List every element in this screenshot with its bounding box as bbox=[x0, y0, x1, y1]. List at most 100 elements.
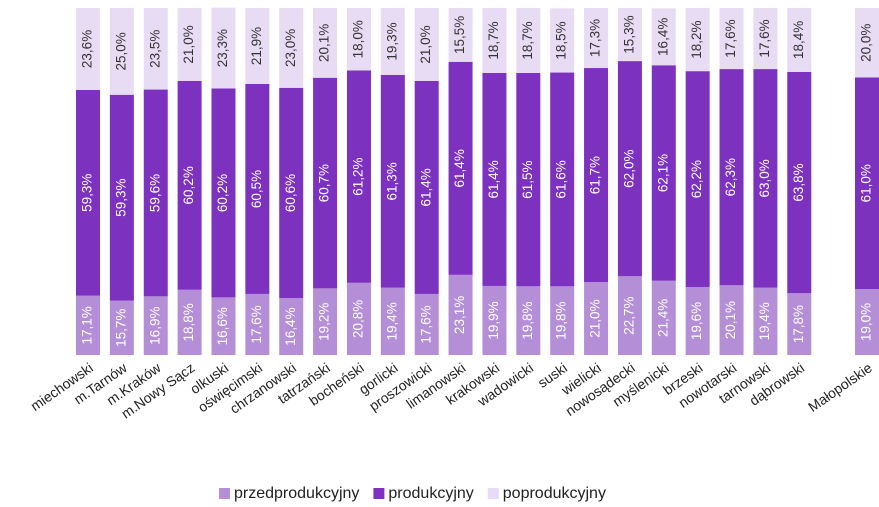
value-label: 15,3% bbox=[621, 15, 636, 53]
bar-segment bbox=[177, 289, 202, 355]
bar-segment bbox=[482, 72, 507, 286]
value-label: 18,7% bbox=[486, 21, 501, 59]
value-label: 18,8% bbox=[181, 303, 196, 341]
value-label: 19,8% bbox=[554, 302, 569, 340]
value-label: 61,4% bbox=[452, 149, 467, 187]
bar-segment bbox=[346, 70, 371, 283]
bar-segment bbox=[448, 61, 473, 275]
bar-segment bbox=[787, 71, 812, 294]
bar-segment bbox=[313, 77, 338, 289]
value-label: 16,9% bbox=[147, 307, 162, 345]
value-label: 61,3% bbox=[384, 162, 399, 200]
bar-segment bbox=[685, 8, 710, 72]
value-label: 18,4% bbox=[791, 21, 806, 59]
value-label: 61,6% bbox=[554, 160, 569, 198]
bar-segment bbox=[414, 8, 439, 81]
value-label: 21,0% bbox=[418, 25, 433, 63]
bar-segment bbox=[550, 286, 575, 355]
bar-segment bbox=[380, 287, 405, 355]
bar-segment bbox=[414, 80, 439, 294]
value-label: 62,0% bbox=[621, 150, 636, 188]
bar-segment bbox=[753, 69, 778, 288]
value-label: 18,7% bbox=[520, 21, 535, 59]
value-label: 61,2% bbox=[351, 158, 366, 196]
value-label: 62,1% bbox=[655, 154, 670, 192]
bar-segment bbox=[617, 61, 642, 277]
bar-segment bbox=[855, 77, 879, 290]
value-label: 19,4% bbox=[757, 302, 772, 340]
bar-segment bbox=[346, 282, 371, 355]
bar-segment bbox=[380, 8, 405, 75]
bar-segment bbox=[109, 300, 134, 355]
value-label: 19,4% bbox=[384, 302, 399, 340]
bar-segment bbox=[313, 8, 338, 78]
value-label: 25,0% bbox=[113, 32, 128, 70]
bar-segment bbox=[787, 293, 812, 355]
value-label: 60,7% bbox=[317, 164, 332, 202]
bar-segment bbox=[685, 286, 710, 355]
bar-segment bbox=[279, 8, 304, 88]
legend-swatch bbox=[219, 488, 230, 499]
bar-segment bbox=[143, 8, 168, 90]
bar-segment bbox=[245, 293, 270, 355]
bar-segment bbox=[651, 8, 676, 66]
bar-segment bbox=[109, 8, 134, 95]
value-label: 15,5% bbox=[452, 16, 467, 54]
value-label: 17,6% bbox=[418, 305, 433, 343]
bar-segment bbox=[177, 80, 202, 290]
bar-segment bbox=[787, 8, 812, 72]
value-label: 19,8% bbox=[520, 302, 535, 340]
bar-segment bbox=[719, 8, 744, 70]
bar-segment bbox=[685, 71, 710, 287]
bar-segment bbox=[550, 72, 575, 287]
value-label: 21,4% bbox=[655, 299, 670, 337]
value-label: 20,1% bbox=[317, 24, 332, 62]
value-label: 21,9% bbox=[249, 27, 264, 65]
value-label: 17,6% bbox=[249, 305, 264, 343]
bar-segment bbox=[651, 65, 676, 281]
bar-segment bbox=[584, 8, 609, 69]
bar-segment bbox=[516, 8, 541, 73]
bar-segment bbox=[448, 274, 473, 355]
value-label: 22,7% bbox=[621, 296, 636, 334]
value-label: 17,8% bbox=[791, 305, 806, 343]
bar-segment bbox=[177, 8, 202, 81]
value-label: 59,6% bbox=[147, 174, 162, 212]
value-label: 60,2% bbox=[215, 174, 230, 212]
value-label: 61,4% bbox=[418, 168, 433, 206]
value-label: 17,3% bbox=[588, 19, 603, 57]
value-label: 16,6% bbox=[215, 307, 230, 345]
value-label: 63,8% bbox=[791, 163, 806, 201]
bar-segment bbox=[855, 8, 879, 78]
value-label: 21,0% bbox=[588, 299, 603, 337]
value-label: 21,0% bbox=[181, 25, 196, 63]
bar-segment bbox=[651, 280, 676, 355]
value-label: 60,5% bbox=[249, 170, 264, 208]
value-label: 16,4% bbox=[655, 18, 670, 56]
value-label: 20,1% bbox=[723, 301, 738, 339]
bar-segment bbox=[279, 298, 304, 355]
value-label: 16,4% bbox=[283, 307, 298, 345]
bar-segment bbox=[753, 287, 778, 355]
value-label: 17,6% bbox=[757, 19, 772, 57]
value-label: 23,6% bbox=[80, 30, 95, 68]
value-label: 19,9% bbox=[486, 301, 501, 339]
bar-segment bbox=[516, 286, 541, 355]
bar-segment bbox=[279, 87, 304, 299]
bar-segment bbox=[584, 282, 609, 355]
value-label: 19,0% bbox=[859, 303, 874, 341]
bar-segment bbox=[448, 8, 473, 62]
bar-segment bbox=[516, 72, 541, 287]
value-label: 23,3% bbox=[215, 29, 230, 67]
value-label: 62,3% bbox=[723, 158, 738, 196]
bar-segment bbox=[245, 83, 270, 294]
bar-segment bbox=[245, 8, 270, 84]
bar-segment bbox=[550, 8, 575, 73]
value-label: 19,6% bbox=[689, 302, 704, 340]
bar-segment bbox=[76, 295, 100, 355]
bar-segment bbox=[617, 8, 642, 62]
value-label: 19,2% bbox=[317, 303, 332, 341]
legend-label: produkcyjny bbox=[388, 485, 473, 502]
bar-segment bbox=[313, 288, 338, 355]
